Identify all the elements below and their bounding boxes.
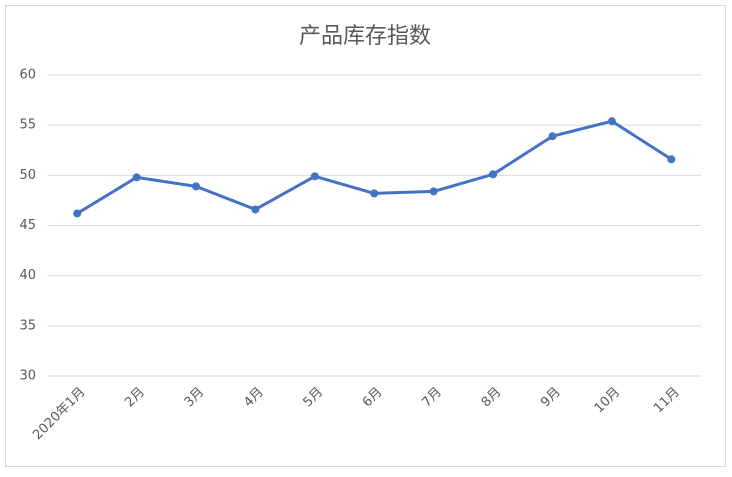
- data-point: [667, 155, 676, 164]
- data-point: [489, 170, 498, 179]
- y-tick-label: 50: [19, 168, 36, 183]
- data-point: [607, 117, 616, 126]
- data-point: [192, 182, 201, 191]
- y-tick-label: 60: [19, 68, 36, 83]
- y-tick-label: 40: [19, 268, 36, 283]
- y-tick-label: 30: [19, 369, 36, 384]
- data-point: [73, 209, 82, 218]
- chart-title: 产品库存指数: [299, 24, 431, 49]
- data-point: [548, 132, 557, 141]
- y-tick-label: 35: [19, 318, 36, 333]
- data-point: [132, 173, 141, 182]
- y-tick-label: 45: [19, 218, 36, 233]
- chart-border: [5, 5, 726, 467]
- data-point: [310, 172, 319, 181]
- data-point: [370, 189, 379, 198]
- data-point: [251, 205, 260, 214]
- y-tick-label: 55: [19, 118, 36, 133]
- data-point: [429, 187, 438, 196]
